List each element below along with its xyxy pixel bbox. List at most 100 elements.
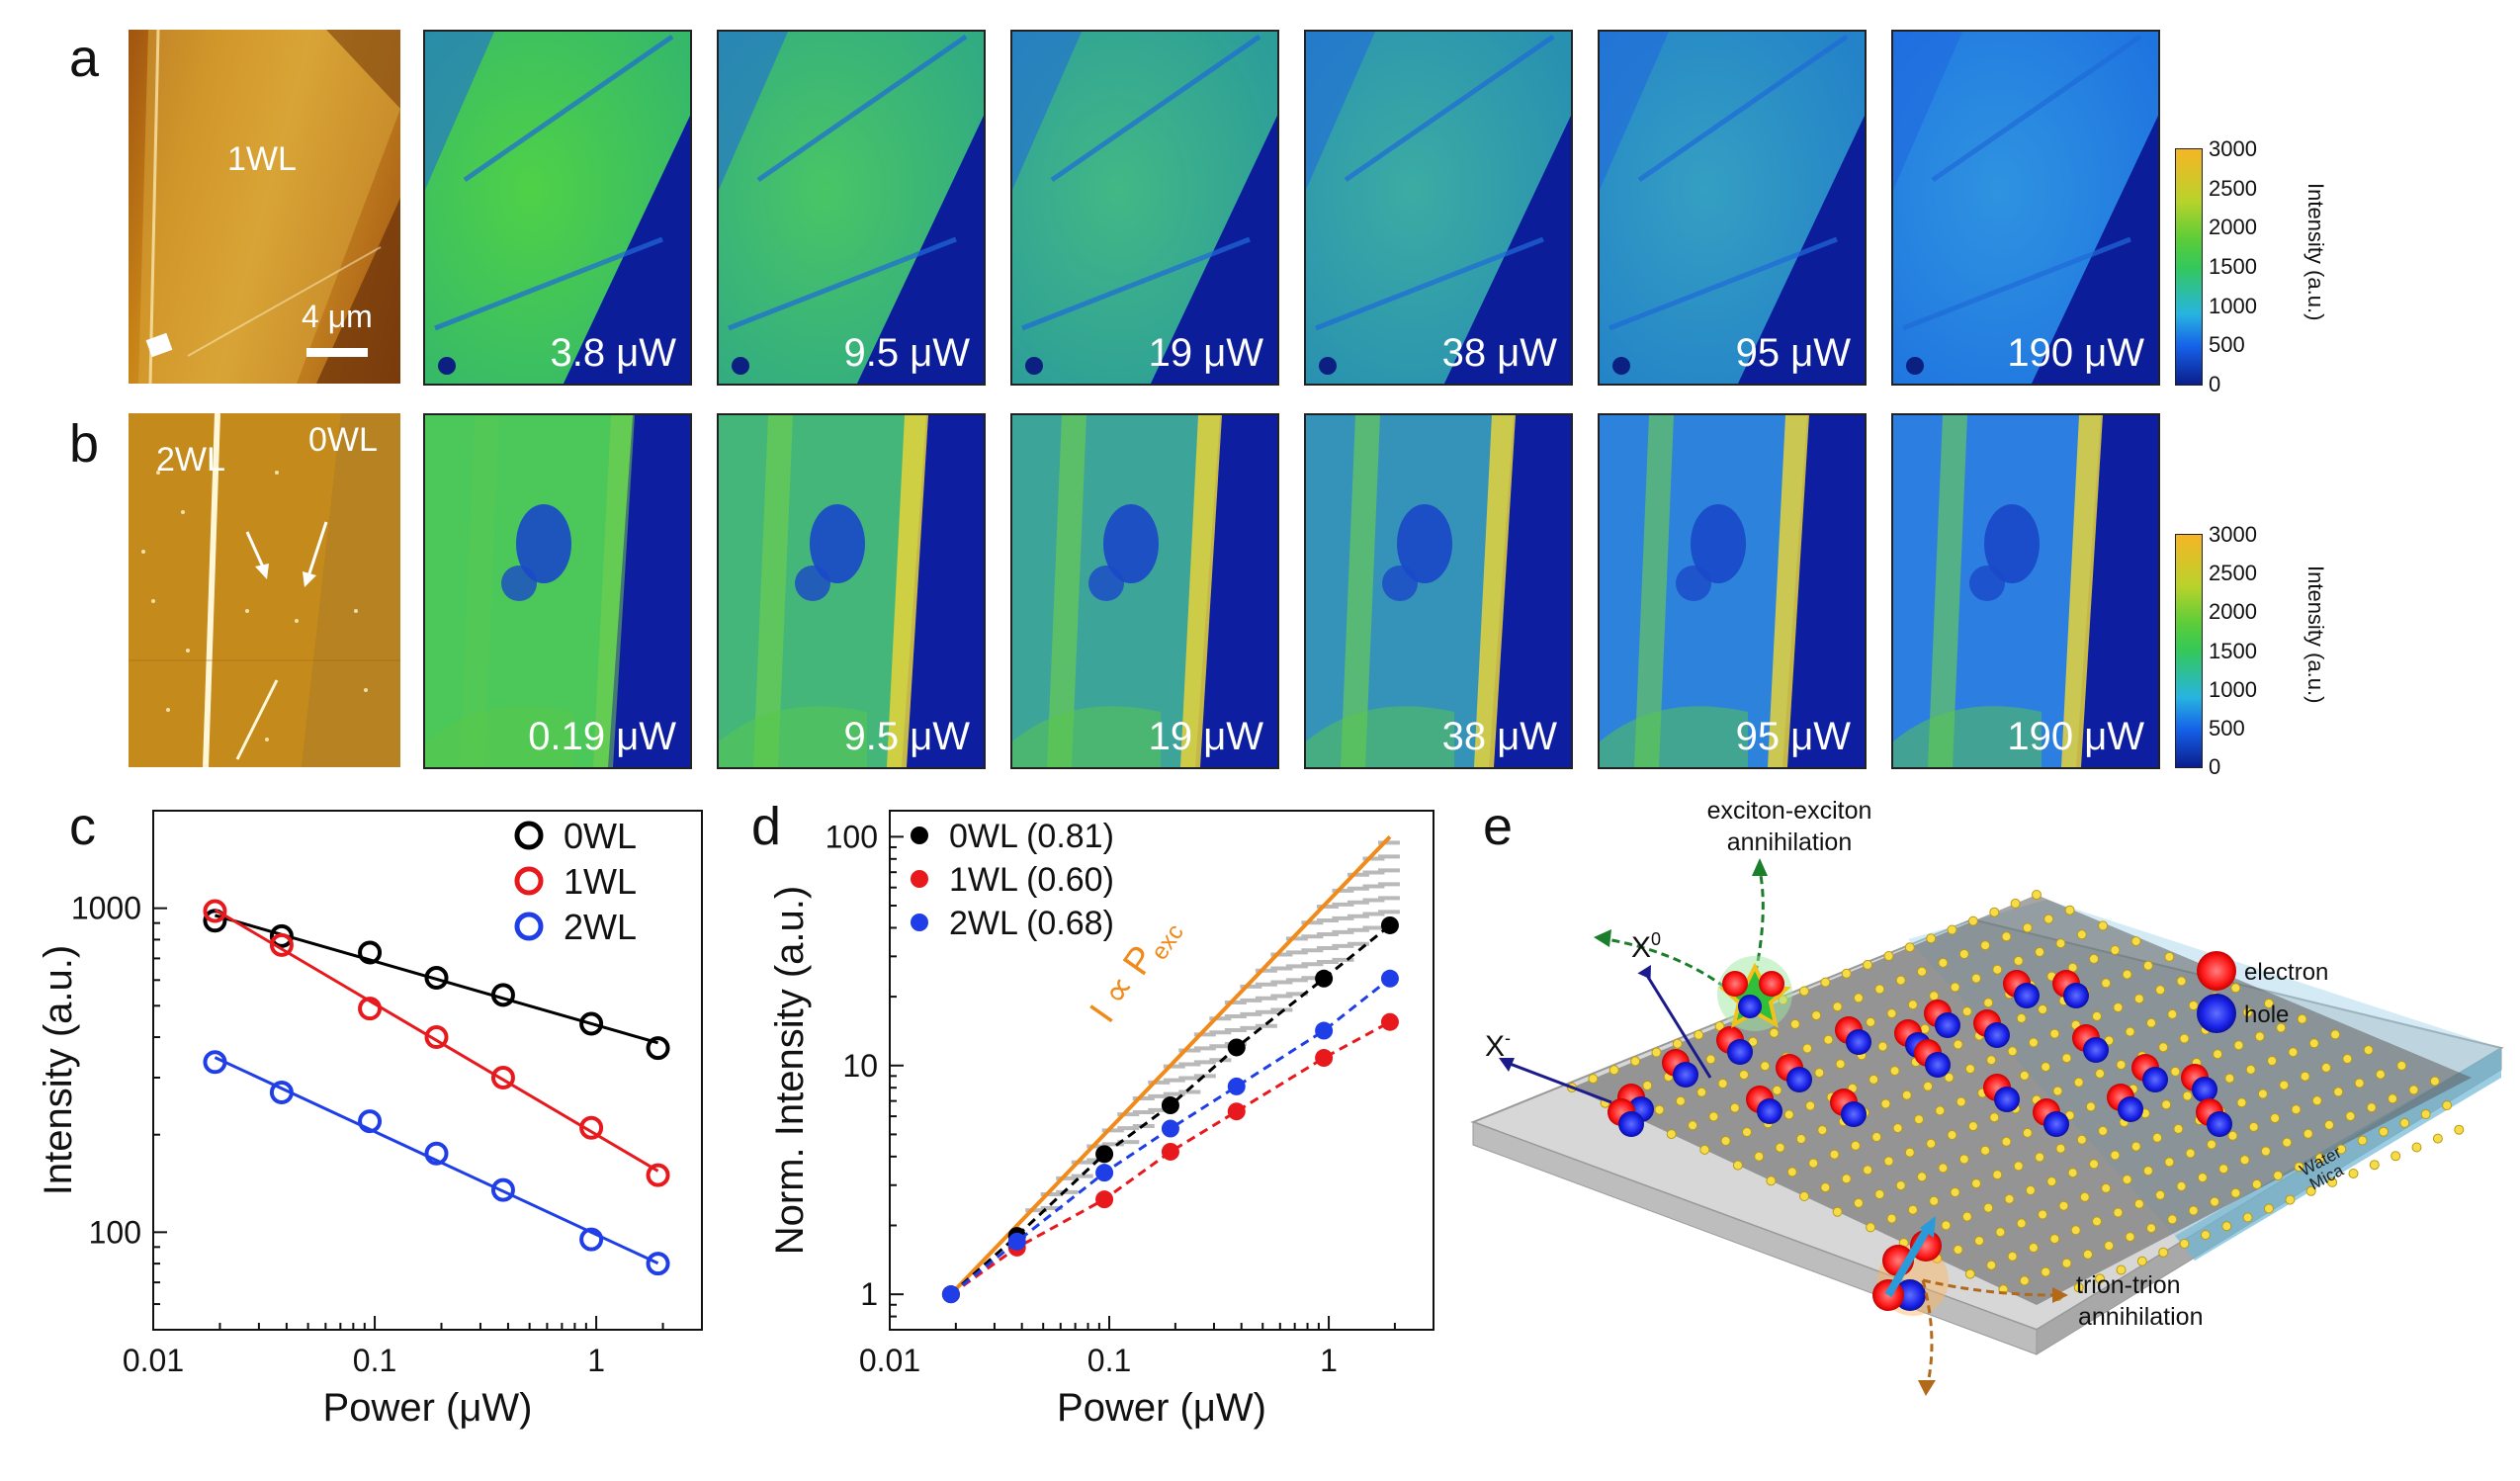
hole (2207, 1111, 2232, 1137)
panel-label-c: c (69, 797, 96, 856)
pl-map-row_a-1: 3.8 μW (423, 30, 692, 386)
chart-c: 0.01 0.1 1 100 1000 Power (μW) Intensity (a.u.… (37, 810, 703, 1430)
colorbar-title-b: Intensity (a.u.) (2303, 566, 2328, 704)
pl-map-row_a-4: 38 μW (1304, 30, 1573, 386)
legend-marker (514, 866, 544, 896)
y-tick-label: 100 (826, 819, 878, 854)
data-point (269, 923, 294, 948)
colorbar-tick: 2500 (2209, 561, 2257, 586)
pl-map-row_a-3: 19 μW (1010, 30, 1279, 386)
data-point (1227, 1077, 1246, 1095)
trion-annihilation-site (1872, 1216, 1949, 1316)
legend-hole-label: hole (2244, 1002, 2289, 1028)
data-point (1095, 1164, 1114, 1182)
fit-line-1WL (214, 908, 659, 1173)
power-label: 9.5 μW (843, 715, 970, 758)
hole (1935, 1012, 1960, 1038)
y-tick-label: 1 (860, 1276, 878, 1312)
afm-image-a: 1WL 4 μm (129, 30, 400, 384)
ee-annihilation-label-1: exciton-exciton (1707, 797, 1872, 825)
hole (1727, 1039, 1753, 1065)
legend-marker (911, 914, 928, 931)
hole (1786, 1067, 1812, 1092)
x-tick-label: 0.1 (1087, 1343, 1131, 1378)
legend-label: 0WL (564, 816, 637, 856)
data-point (490, 983, 515, 1007)
legend-marker (514, 912, 544, 941)
pl-map-row_a-6: 190 μW (1891, 30, 2160, 386)
colorbar-tick: 2000 (2209, 599, 2257, 625)
legend-marker (514, 821, 544, 850)
data-point (1315, 1021, 1334, 1040)
x-axis-label: Power (μW) (323, 1386, 533, 1430)
diagram-e: electron hole exciton-exciton annihilati… (1470, 797, 2504, 1396)
data-point (1315, 1049, 1334, 1068)
legend-label: 2WL (0.68) (949, 905, 1114, 942)
power-label: 19 μW (1148, 331, 1263, 375)
power-label: 0.19 μW (528, 715, 676, 758)
data-point (1315, 969, 1334, 988)
tt-annihilation-label-1: trion-trion (2076, 1271, 2181, 1299)
power-label: 190 μW (2007, 331, 2144, 375)
colorbar-tick: 2000 (2209, 215, 2257, 240)
data-point (269, 932, 294, 957)
legend-label: 2WL (564, 907, 637, 947)
power-label: 9.5 μW (843, 331, 970, 375)
legend-marker (911, 827, 928, 844)
hole (1757, 1098, 1782, 1124)
colorbar-tick: 500 (2209, 715, 2245, 740)
panel-label-b: b (69, 414, 100, 474)
legend-electron-swatch (2197, 951, 2236, 991)
colorbar-tick: 500 (2209, 332, 2245, 358)
x0-pointer (1644, 973, 1712, 1079)
scale-bar-label: 4 μm (302, 299, 373, 334)
colorbar-tick: 1500 (2209, 638, 2257, 663)
hole (2142, 1067, 2168, 1092)
data-point (1161, 1096, 1179, 1115)
x-tick-label: 1 (1320, 1343, 1338, 1378)
data-point (269, 1080, 294, 1104)
tt-annihilation-label-2: annihilation (2078, 1303, 2204, 1331)
pl-map-row_b-5: 95 μW (1598, 413, 1867, 769)
x-tick-label: 0.01 (123, 1343, 184, 1378)
hole (1925, 1052, 1951, 1078)
data-point (1161, 1119, 1179, 1138)
legend-electron-label: electron (2244, 959, 2328, 986)
colorbar-title-a: Intensity (a.u.) (2303, 183, 2328, 321)
plot-frame (152, 810, 703, 1331)
data-point (941, 1285, 960, 1304)
hole (1846, 1029, 1871, 1055)
data-point (1007, 1232, 1026, 1251)
legend-marker (911, 870, 928, 888)
power-label: 95 μW (1735, 331, 1851, 375)
x-tick-label: 0.01 (859, 1343, 920, 1378)
data-point (424, 965, 449, 990)
power-label: 3.8 μW (550, 331, 676, 375)
ee-annihilation-site (1717, 956, 1792, 1031)
legend-hole-swatch (2197, 994, 2236, 1033)
colorbar-a (2175, 148, 2203, 386)
legend-label: 0WL (0.81) (949, 818, 1114, 855)
data-point (646, 1163, 670, 1187)
power-label: 19 μW (1148, 715, 1263, 758)
chart-d: 0.01 0.1 1 1 10 100 Power (μW) Norm. Intensity … (768, 810, 1434, 1430)
data-point (358, 940, 383, 965)
x0-label: X0 (1631, 929, 1661, 964)
hole (1984, 1022, 2010, 1048)
power-label: 38 μW (1441, 715, 1557, 758)
panel-label-d: d (751, 797, 782, 856)
scale-bar (306, 348, 368, 357)
colorbar-tick: 0 (2209, 754, 2221, 779)
tt-arrow-down (1921, 1279, 1934, 1385)
tt-arrow-right (1922, 1278, 2057, 1297)
hole (2014, 983, 2040, 1008)
colorbar-tick: 1500 (2209, 254, 2257, 279)
power-label: 190 μW (2007, 715, 2144, 758)
colorbar-tick: 1000 (2209, 293, 2257, 318)
hole (1994, 1087, 2020, 1112)
data-point (1095, 1145, 1114, 1164)
y-tick-label: 100 (89, 1214, 141, 1250)
colorbar-tick: 1000 (2209, 676, 2257, 702)
data-point (579, 1011, 604, 1036)
colorbar-tick: 3000 (2209, 522, 2257, 547)
